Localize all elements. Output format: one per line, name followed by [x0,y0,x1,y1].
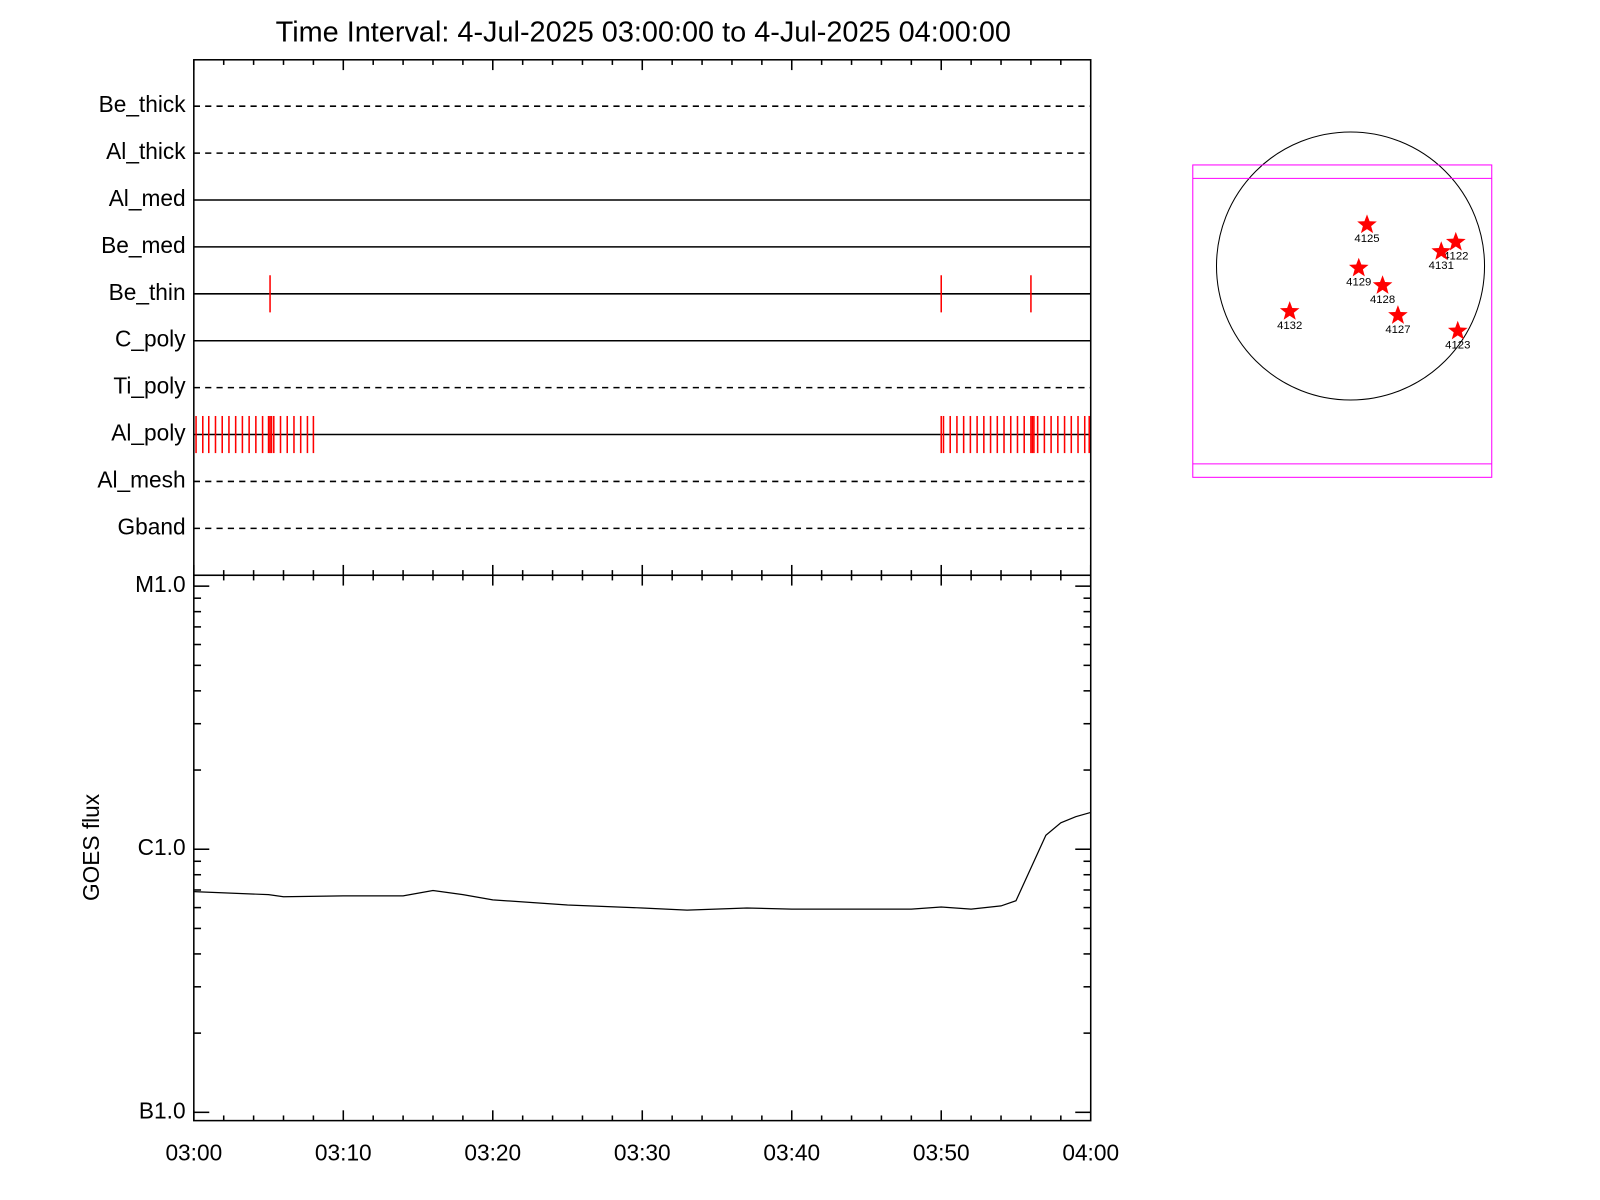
row-label: Be_thick [99,91,187,117]
region-star [1388,305,1408,324]
timeline-frame [193,59,1092,577]
x-tick-label: 03:20 [464,1140,521,1166]
row-label: Al_poly [111,420,186,446]
x-tick-label: 03:00 [165,1140,222,1166]
region-star [1348,257,1369,277]
solar-disk [1215,131,1486,401]
region-label: 4123 [1445,339,1470,351]
x-tick-label: 04:00 [1062,1140,1119,1166]
row-label: Al_mesh [97,466,185,492]
x-tick-label: 03:40 [763,1140,820,1166]
region-star [1279,301,1300,320]
region-star [1445,231,1466,251]
row-label: Be_med [101,232,185,258]
region-label: 4125 [1354,233,1379,245]
row-label: Be_thin [109,279,186,305]
row-label: C_poly [115,326,186,352]
region-label: 4128 [1370,294,1395,306]
region-label: 4129 [1346,277,1371,289]
row-label: Al_med [109,185,186,211]
fov-box [1192,164,1493,478]
row-label: Ti_poly [113,373,186,399]
goes-frame [193,574,1092,1122]
x-tick-label: 03:30 [614,1140,671,1166]
region-label: 4131 [1429,260,1454,272]
region-star [1372,275,1393,294]
x-tick-label: 03:10 [315,1140,372,1166]
y-axis-label: GOES flux [78,793,104,901]
region-star [1431,241,1452,260]
row-label: Al_thick [106,138,186,164]
y-tick-label: C1.0 [138,834,186,860]
region-star [1447,320,1468,340]
region-label: 4122 [1443,251,1468,263]
region-label: 4127 [1385,324,1410,336]
y-tick-label: M1.0 [135,571,185,597]
x-tick-label: 03:50 [913,1140,970,1166]
region-star [1357,214,1377,234]
chart-title: Time Interval: 4-Jul-2025 03:00:00 to 4-… [276,17,1011,49]
region-label: 4132 [1277,320,1302,332]
y-tick-label: B1.0 [139,1097,186,1123]
row-label: Gband [117,513,185,539]
goes-line [193,811,1091,911]
